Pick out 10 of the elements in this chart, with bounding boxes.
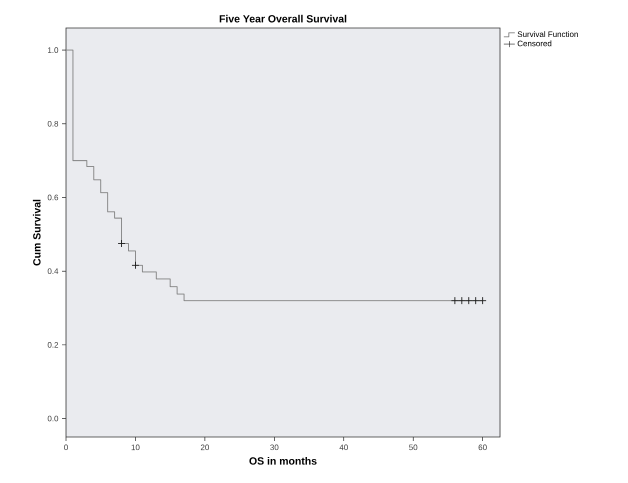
point — [472, 296, 480, 305]
point — [464, 296, 473, 305]
chart-title: Five Year Overall Survival — [220, 14, 346, 22]
point — [478, 296, 487, 305]
point — [118, 240, 126, 248]
point — [450, 296, 459, 305]
point — [458, 296, 466, 305]
point — [132, 261, 140, 270]
y-axis-title: Cum Survival — [32, 200, 41, 266]
x-axis-title: OS in months — [249, 456, 317, 465]
